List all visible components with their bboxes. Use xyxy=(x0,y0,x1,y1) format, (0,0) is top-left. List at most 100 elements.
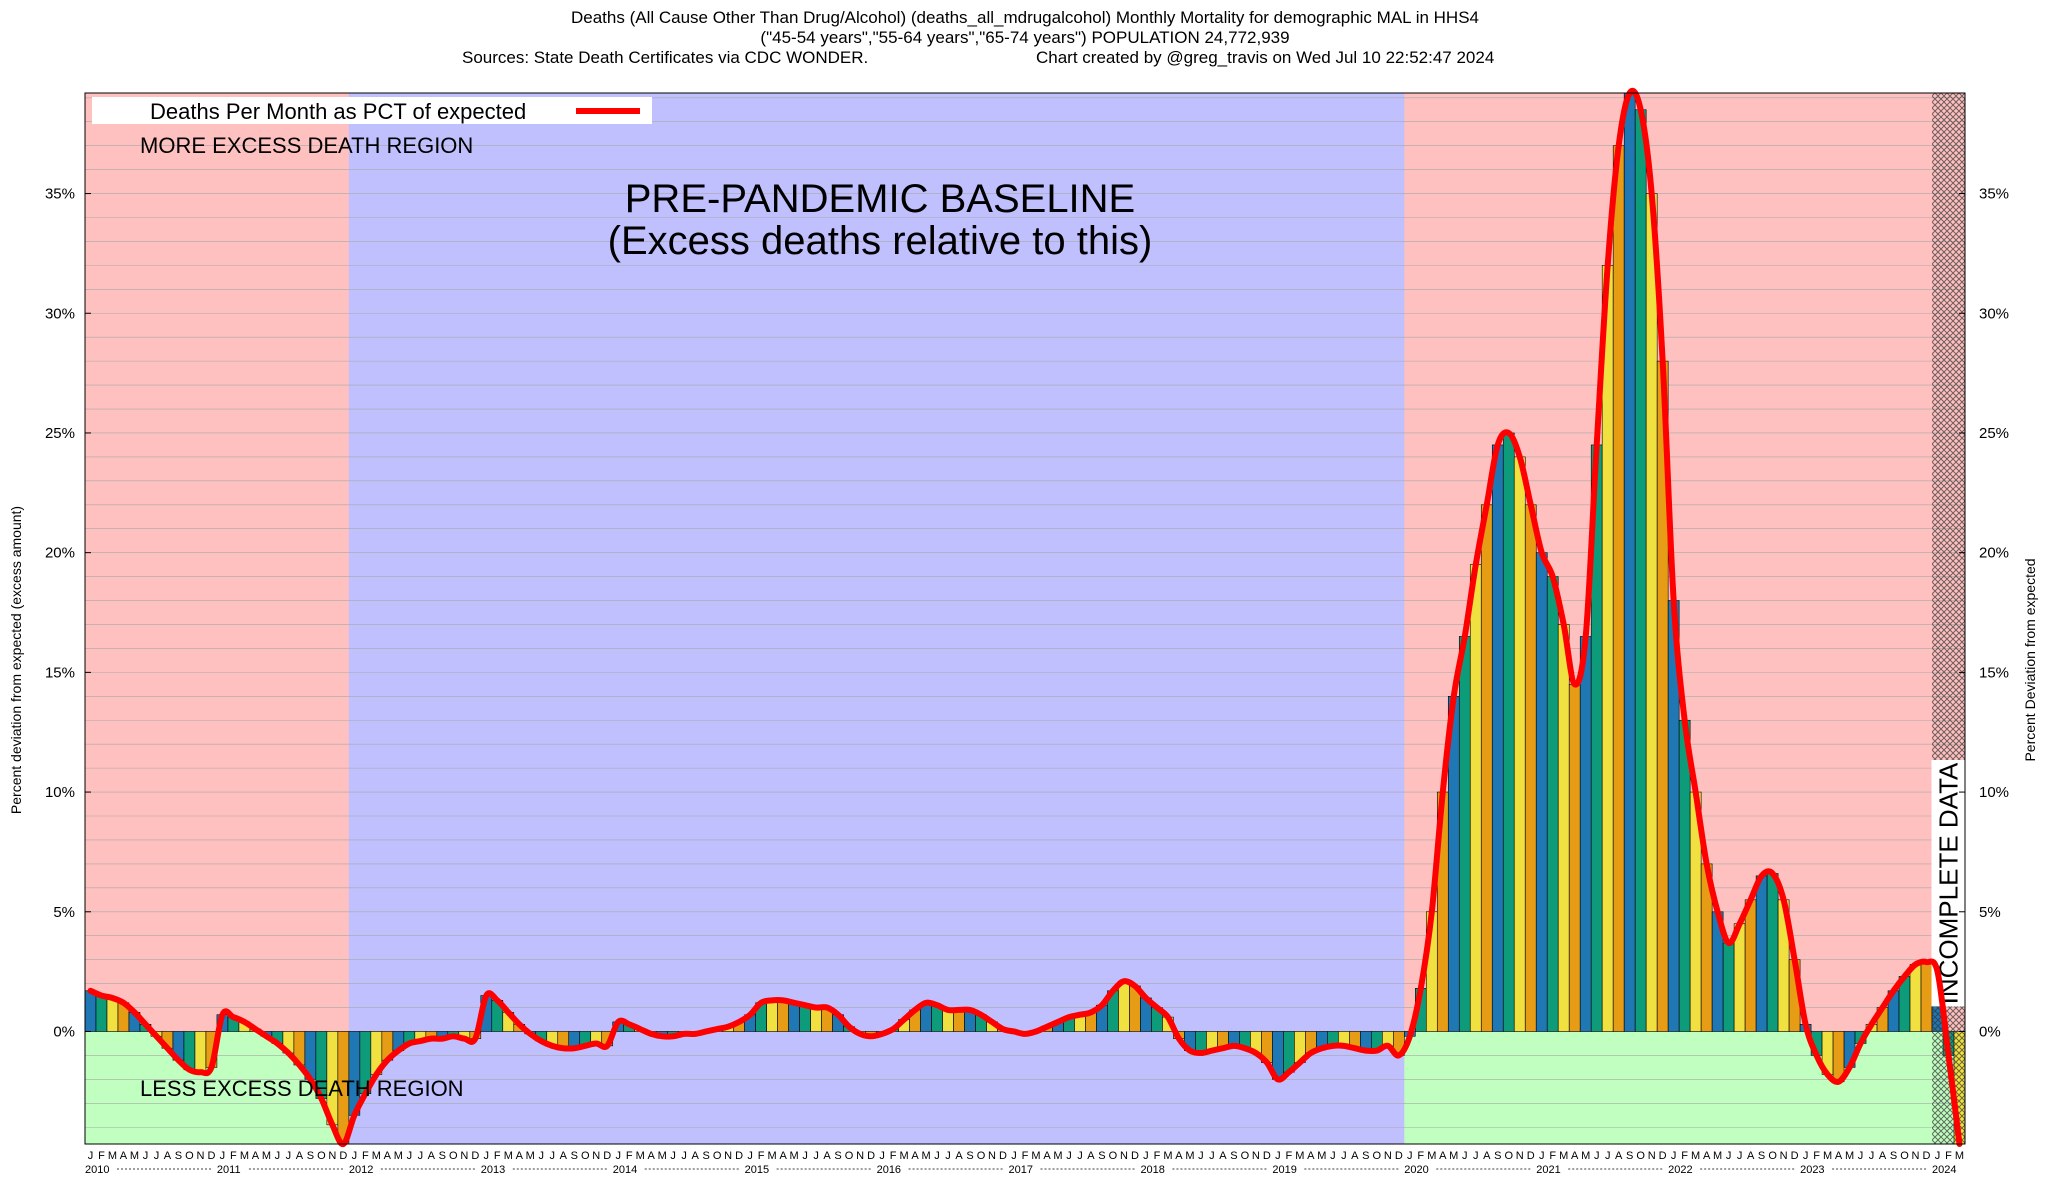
bar-66 xyxy=(810,1007,822,1032)
x-month-label: J xyxy=(1330,1150,1336,1162)
more-excess-region-label: MORE EXCESS DEATH REGION xyxy=(140,133,473,158)
x-month-label: J xyxy=(1407,1150,1413,1162)
x-month-label: J xyxy=(352,1150,358,1162)
x-month-label: A xyxy=(1747,1150,1755,1162)
bar-130 xyxy=(1513,456,1526,1032)
x-month-label: M xyxy=(768,1150,777,1162)
x-month-label: S xyxy=(1626,1150,1633,1162)
right-axis-label: Percent Deviation from expected xyxy=(2022,558,2038,761)
x-month-label: O xyxy=(449,1150,458,1162)
x-month-label: A xyxy=(384,1150,392,1162)
x-month-label: A xyxy=(911,1150,919,1162)
x-month-label: S xyxy=(1362,1150,1369,1162)
x-month-label: S xyxy=(966,1150,973,1162)
legend-label: Deaths Per Month as PCT of expected xyxy=(150,99,526,124)
x-month-label: J xyxy=(1803,1150,1809,1162)
y-tick-label-right: 30% xyxy=(1979,305,2009,322)
x-year-label: 2018 xyxy=(1140,1164,1164,1176)
baseline-title: PRE-PANDEMIC BASELINE xyxy=(625,177,1136,221)
bar-136 xyxy=(1579,636,1592,1032)
y-tick-label-right: 20% xyxy=(1979,545,2009,562)
bar-166 xyxy=(1909,964,1922,1032)
x-month-label: M xyxy=(790,1150,799,1162)
bar-141 xyxy=(1634,109,1647,1032)
x-month-label: J xyxy=(1671,1150,1677,1162)
x-month-label: M xyxy=(130,1150,139,1162)
x-month-label: O xyxy=(1636,1150,1645,1162)
x-month-label: J xyxy=(1462,1150,1468,1162)
x-month-label: F xyxy=(1945,1150,1952,1162)
incomplete-label-bg xyxy=(1931,759,1966,1007)
x-month-label: J xyxy=(945,1150,951,1162)
bar-1 xyxy=(95,995,108,1032)
x-month-label: J xyxy=(615,1150,621,1162)
x-month-label: J xyxy=(1858,1150,1864,1162)
x-month-label: A xyxy=(779,1150,787,1162)
x-month-label: D xyxy=(1131,1150,1139,1162)
x-month-label: F xyxy=(890,1150,897,1162)
bar-129 xyxy=(1502,432,1515,1032)
x-month-label: S xyxy=(1098,1150,1105,1162)
x-month-label: A xyxy=(1703,1150,1711,1162)
x-month-label: J xyxy=(1341,1150,1347,1162)
x-month-label: N xyxy=(328,1150,336,1162)
bar-10 xyxy=(194,1031,207,1073)
x-month-label: A xyxy=(1835,1150,1843,1162)
x-month-label: M xyxy=(394,1150,403,1162)
x-month-label: A xyxy=(560,1150,568,1162)
plot-frame xyxy=(84,92,1966,1145)
x-month-label: O xyxy=(1504,1150,1513,1162)
bar-79 xyxy=(953,1009,965,1032)
x-month-label: N xyxy=(1384,1150,1392,1162)
x-month-label: D xyxy=(471,1150,479,1162)
bar-62 xyxy=(766,1000,778,1032)
bar-134 xyxy=(1557,624,1570,1032)
x-month-label: J xyxy=(813,1150,819,1162)
y-tick-label-right: 0% xyxy=(1979,1023,2001,1040)
x-month-label: J xyxy=(670,1150,676,1162)
x-year-label: 2015 xyxy=(745,1164,769,1176)
x-month-label: N xyxy=(460,1150,468,1162)
x-month-label: D xyxy=(1395,1150,1403,1162)
chart-title: Deaths (All Cause Other Than Drug/Alcoho… xyxy=(462,8,1494,67)
x-month-label: A xyxy=(1219,1150,1227,1162)
y-tick-label-left: 10% xyxy=(45,784,75,801)
x-month-label: F xyxy=(98,1150,105,1162)
x-month-label: J xyxy=(286,1150,292,1162)
x-month-label: J xyxy=(1077,1150,1083,1162)
x-month-label: S xyxy=(571,1150,578,1162)
y-tick-label-left: 25% xyxy=(45,425,75,442)
bar-94 xyxy=(1118,980,1130,1032)
x-month-label: A xyxy=(120,1150,128,1162)
x-month-label: J xyxy=(275,1150,281,1162)
x-year-label: 2016 xyxy=(877,1164,901,1176)
x-month-label: J xyxy=(1473,1150,1479,1162)
incomplete-data-label: INCOMPLETE DATA xyxy=(1934,762,1964,1004)
x-month-label: M xyxy=(1427,1150,1436,1162)
x-month-label: A xyxy=(1439,1150,1447,1162)
title-sources: Sources: State Death Certificates via CD… xyxy=(462,48,868,67)
less-excess-region-label: LESS EXCESS DEATH REGION xyxy=(140,1076,464,1101)
x-month-label: M xyxy=(1845,1150,1854,1162)
y-axis-ticks: 0% 0% 5% 5% 10% 10% 15% 15% 20% 20% 25% 25% 30% 30% 35… xyxy=(45,186,2009,1041)
bar-149 xyxy=(1722,942,1735,1032)
x-month-label: F xyxy=(1285,1150,1292,1162)
x-month-label: A xyxy=(1879,1150,1887,1162)
bar-133 xyxy=(1546,576,1559,1032)
x-month-label: J xyxy=(1935,1150,1941,1162)
x-month-label: M xyxy=(372,1150,381,1162)
x-month-label: A xyxy=(1571,1150,1579,1162)
title-line-1: Deaths (All Cause Other Than Drug/Alcoho… xyxy=(571,8,1479,27)
x-month-label: F xyxy=(758,1150,765,1162)
x-month-label: N xyxy=(724,1150,732,1162)
x-month-label: M xyxy=(1053,1150,1062,1162)
x-month-label: A xyxy=(955,1150,963,1162)
y-tick-label-right: 5% xyxy=(1979,904,2001,921)
x-month-label: D xyxy=(999,1150,1007,1162)
x-year-label: 2012 xyxy=(349,1164,373,1176)
x-month-label: A xyxy=(164,1150,172,1162)
x-month-label: J xyxy=(1605,1150,1611,1162)
y-tick-label-right: 25% xyxy=(1979,425,2009,442)
x-month-label: J xyxy=(802,1150,808,1162)
x-year-label: 2023 xyxy=(1800,1164,1824,1176)
